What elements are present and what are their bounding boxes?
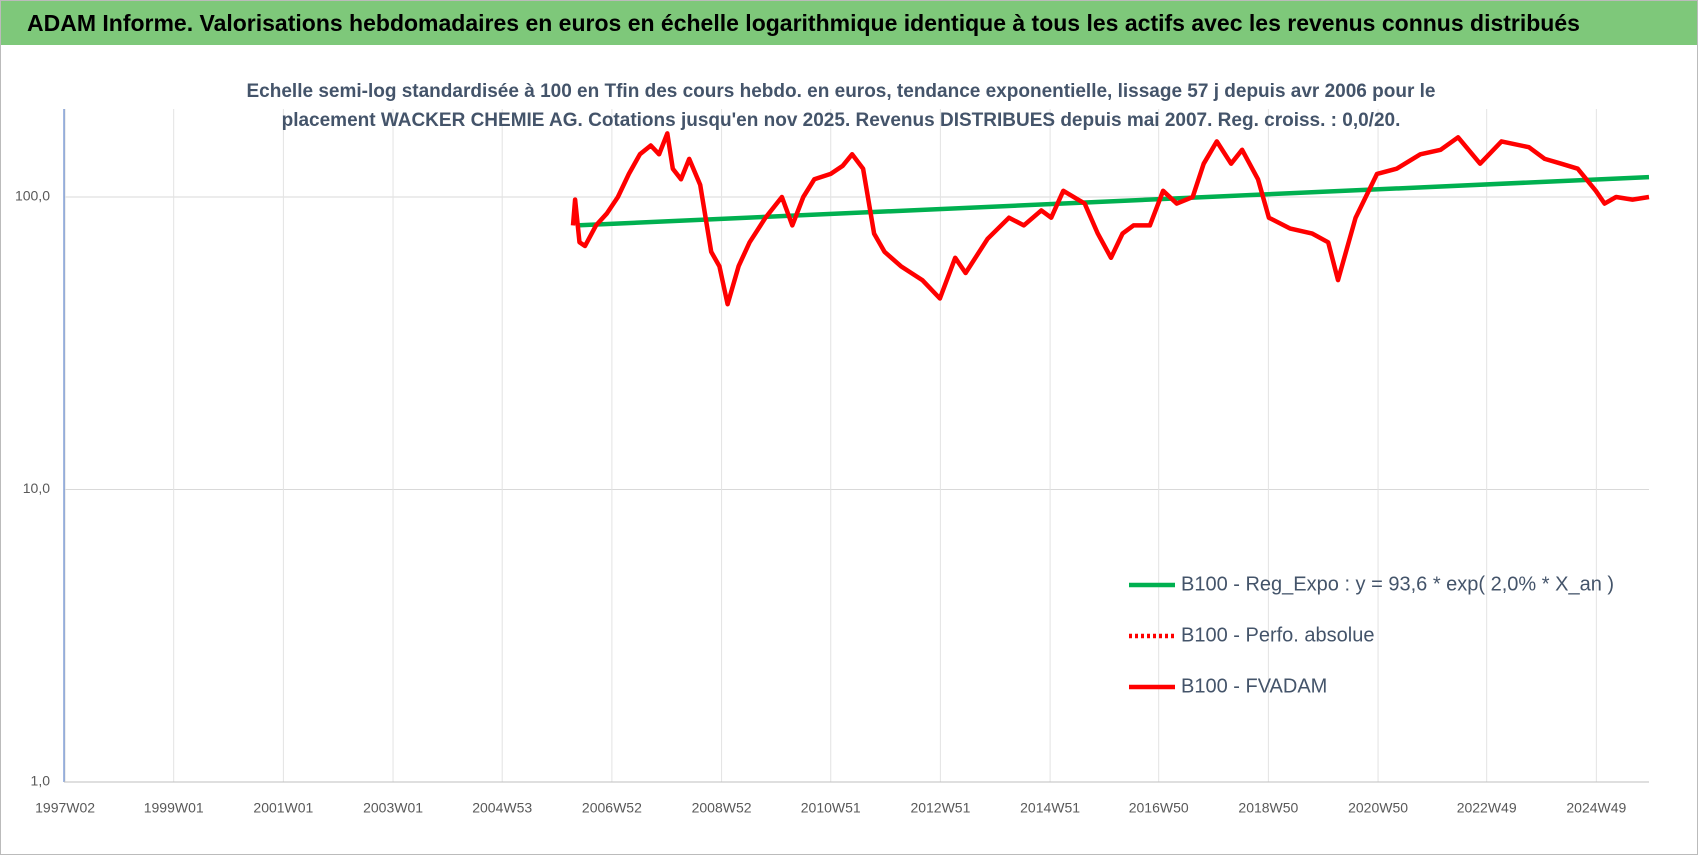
y-tick-label: 100,0 [15,188,50,204]
series-line [570,131,1650,307]
legend-label: B100 - FVADAM [1181,675,1327,697]
y-tick-label: 10,0 [23,480,50,496]
x-tick-label: 2020W50 [1348,800,1408,816]
x-tick-label: 1997W02 [35,800,95,816]
x-tick-label: 2004W53 [472,800,532,816]
legend-label: B100 - Reg_Expo : y = 93,6 * exp( 2,0% *… [1181,573,1614,595]
legend-label: B100 - Perfo. absolue [1181,624,1374,646]
x-tick-label: 2018W50 [1238,800,1298,816]
x-tick-label: 2006W52 [582,800,642,816]
x-tick-label: 2022W49 [1457,800,1517,816]
x-tick-label: 2008W52 [692,800,752,816]
x-tick-label: 2012W51 [910,800,970,816]
chart-subtitle: Echelle semi-log standardisée à 100 en T… [246,81,1436,131]
x-tick-label: 2024W49 [1566,800,1626,816]
x-tick-label: 2010W51 [801,800,861,816]
x-tick-label: 2016W50 [1129,800,1189,816]
chart-title: ADAM Informe. Valorisations hebdomadaire… [1,1,1697,45]
x-tick-label: 2003W01 [363,800,423,816]
x-tick-label: 2001W01 [253,800,313,816]
y-tick-label: 1,0 [31,773,51,789]
x-tick-label: 2014W51 [1020,800,1080,816]
series-line [576,174,1650,228]
x-tick-label: 1999W01 [144,800,204,816]
